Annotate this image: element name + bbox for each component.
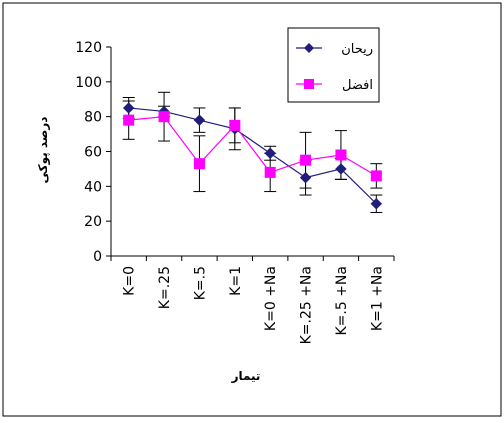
y-tick-label: 80	[84, 110, 102, 126]
series-1-point	[264, 147, 276, 159]
legend-label-1: ریحان	[341, 42, 373, 57]
series-1-point	[370, 198, 383, 210]
y-tick-labels: 0 20 40 60 80 100 120	[75, 40, 102, 265]
y-tick-label: 20	[84, 214, 102, 230]
series-1-point	[335, 163, 347, 175]
x-tick-label: K=.25 +Na	[299, 266, 315, 344]
series-1-point	[193, 114, 206, 126]
y-tick-label: 40	[84, 179, 102, 195]
x-tick-label: K=.25	[157, 266, 173, 309]
legend-marker-1	[304, 43, 314, 53]
x-tick-label: K=.5	[192, 266, 208, 300]
series-markers	[122, 102, 383, 210]
series-2-point	[370, 170, 382, 182]
legend-box	[287, 27, 380, 103]
series-2-point	[264, 166, 276, 178]
x-tick-label: K=0	[122, 266, 138, 296]
x-tick-label: K=1 +Na	[369, 266, 385, 331]
series-2-point	[123, 114, 135, 126]
series-1-point	[122, 102, 135, 114]
series-line-2	[128, 116, 377, 177]
y-tick-label: 60	[84, 145, 102, 161]
x-tick-label: K=.5 +Na	[334, 266, 350, 336]
series-2-point	[229, 119, 241, 131]
y-tick-label: 0	[93, 249, 102, 265]
series-2-point	[300, 154, 312, 166]
legend: ریحان افضل	[287, 27, 380, 103]
series-lines	[128, 107, 377, 205]
series-2-point	[158, 111, 170, 123]
x-axis-label: تیمار	[231, 369, 261, 383]
series-2-point	[335, 149, 347, 161]
legend-marker-2	[304, 79, 314, 89]
chart-border	[2, 2, 502, 417]
legend-label-2: افضل	[342, 78, 373, 93]
y-tick-label: 120	[75, 40, 102, 56]
x-tick-labels: K=0 K=.25 K=.5 K=1 K=0 +Na K=.25 +Na K=.5 +Na K…	[122, 266, 386, 344]
series-1-point	[299, 171, 312, 184]
axes	[106, 46, 395, 261]
series-line-1	[128, 107, 377, 205]
y-axis-label: درصد پوکی	[36, 117, 51, 184]
y-tick-label: 100	[75, 75, 102, 91]
series-2-point	[193, 158, 205, 170]
x-tick-label: K=1	[228, 266, 244, 296]
x-tick-label: K=0 +Na	[263, 266, 279, 331]
